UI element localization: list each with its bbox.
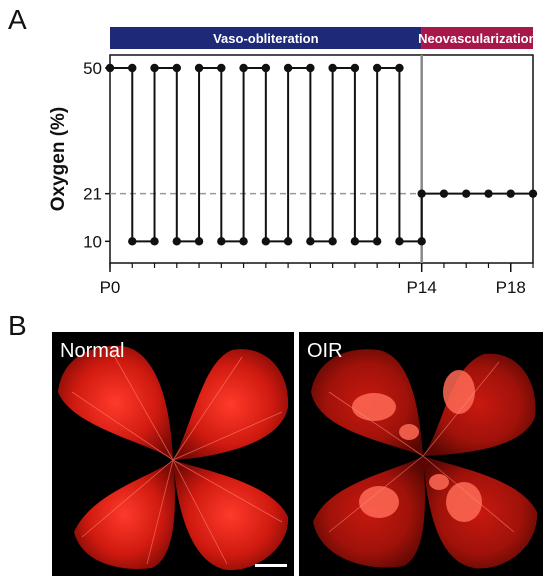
data-point-8 bbox=[194, 63, 204, 73]
data-point-23 bbox=[372, 237, 382, 246]
data-point-12 bbox=[239, 63, 248, 73]
data-point-24 bbox=[372, 63, 382, 73]
data-point-11 bbox=[239, 237, 248, 246]
phase-bar-1 bbox=[421, 27, 533, 49]
plot-frame bbox=[109, 54, 534, 264]
y-tick-label-1: 21 bbox=[83, 185, 102, 204]
data-point-18 bbox=[306, 237, 315, 246]
data-point-32 bbox=[506, 189, 515, 198]
data-point-15 bbox=[283, 237, 293, 246]
x-tick-label-2: P18 bbox=[496, 278, 526, 297]
data-point-19 bbox=[328, 237, 337, 246]
retina-oir-graphic bbox=[311, 349, 538, 569]
data-point-2 bbox=[128, 237, 137, 246]
data-point-7 bbox=[194, 237, 204, 246]
image-label-normal: Normal bbox=[60, 340, 125, 362]
data-point-10 bbox=[217, 237, 226, 246]
x-tick-label-1: P14 bbox=[407, 278, 437, 297]
retina-image-oir: OIR bbox=[299, 332, 543, 576]
data-point-14 bbox=[261, 237, 271, 246]
oxygen-series-line bbox=[110, 67, 533, 243]
x-tick-label-0: P0 bbox=[100, 278, 121, 297]
oxygen-chart: Vaso-obliteration Neovascularization 10 21 5… bbox=[48, 27, 538, 297]
data-point-0 bbox=[105, 63, 115, 73]
data-point-31 bbox=[484, 189, 493, 198]
image-label-oir: OIR bbox=[307, 340, 343, 362]
y-tick-label-2: 50 bbox=[83, 59, 102, 78]
data-point-26 bbox=[395, 237, 404, 246]
data-point-29 bbox=[439, 189, 449, 198]
data-point-5 bbox=[172, 63, 181, 73]
phase-label-1: Neovascularization bbox=[418, 31, 537, 46]
data-point-17 bbox=[306, 63, 315, 73]
data-point-16 bbox=[283, 63, 293, 73]
data-point-25 bbox=[395, 63, 404, 73]
y-axis-label: Oxygen (%) bbox=[48, 107, 69, 212]
data-point-6 bbox=[172, 237, 181, 246]
data-point-3 bbox=[150, 237, 159, 246]
retina-image-normal: Normal bbox=[52, 332, 294, 576]
data-point-1 bbox=[128, 63, 137, 73]
data-point-13 bbox=[261, 63, 271, 73]
data-point-22 bbox=[350, 237, 360, 246]
data-point-30 bbox=[462, 189, 471, 198]
scale-bar bbox=[255, 564, 287, 567]
panel-b-letter: B bbox=[8, 310, 27, 341]
data-point-9 bbox=[217, 63, 226, 73]
retina-normal-graphic bbox=[58, 345, 289, 571]
data-point-4 bbox=[150, 63, 159, 73]
panel-a-letter: A bbox=[8, 4, 27, 35]
data-point-33 bbox=[528, 189, 538, 198]
y-tick-label-0: 10 bbox=[83, 232, 102, 251]
data-point-21 bbox=[350, 63, 360, 73]
data-point-20 bbox=[328, 63, 337, 73]
data-point-27 bbox=[417, 237, 426, 246]
phase-label-0: Vaso-obliteration bbox=[213, 31, 319, 46]
phase-bar-0 bbox=[110, 27, 422, 49]
data-point-28 bbox=[417, 189, 426, 198]
